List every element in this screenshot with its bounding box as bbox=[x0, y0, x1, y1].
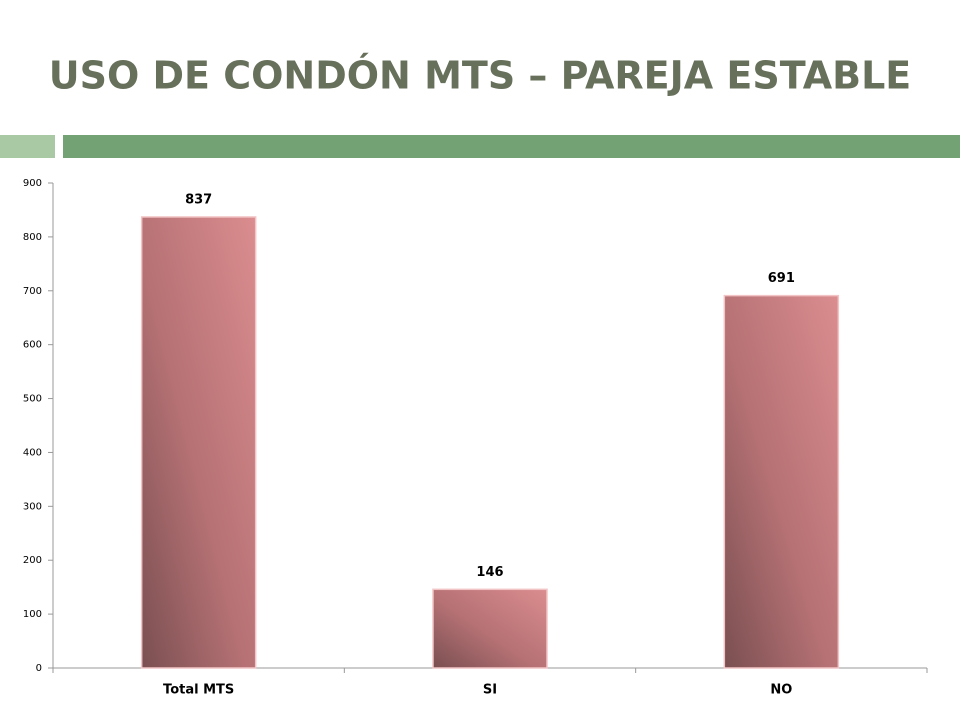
y-tick-label: 500 bbox=[23, 394, 42, 405]
value-label: 146 bbox=[476, 565, 503, 580]
y-tick-label: 400 bbox=[23, 447, 42, 458]
x-tick-label: Total MTS bbox=[163, 683, 234, 698]
y-tick-label: 0 bbox=[36, 663, 42, 674]
y-tick-label: 800 bbox=[23, 232, 42, 243]
accent-bar-dark bbox=[63, 135, 960, 158]
bar bbox=[140, 216, 257, 669]
value-label: 691 bbox=[768, 271, 795, 286]
y-tick-label: 600 bbox=[23, 340, 42, 351]
x-tick-label: NO bbox=[770, 683, 792, 698]
x-tick-label: SI bbox=[483, 683, 497, 698]
y-tick-label: 900 bbox=[23, 178, 42, 189]
bar bbox=[432, 588, 548, 669]
chart-title: USO DE CONDÓN MTS – PAREJA ESTABLE bbox=[49, 54, 912, 98]
value-label: 837 bbox=[185, 192, 212, 207]
bar bbox=[723, 294, 840, 669]
y-tick-label: 700 bbox=[23, 286, 42, 297]
y-tick-label: 100 bbox=[23, 609, 42, 620]
y-tick-label: 300 bbox=[23, 501, 42, 512]
y-tick-label: 200 bbox=[23, 555, 42, 566]
accent-bar-light bbox=[0, 135, 55, 158]
